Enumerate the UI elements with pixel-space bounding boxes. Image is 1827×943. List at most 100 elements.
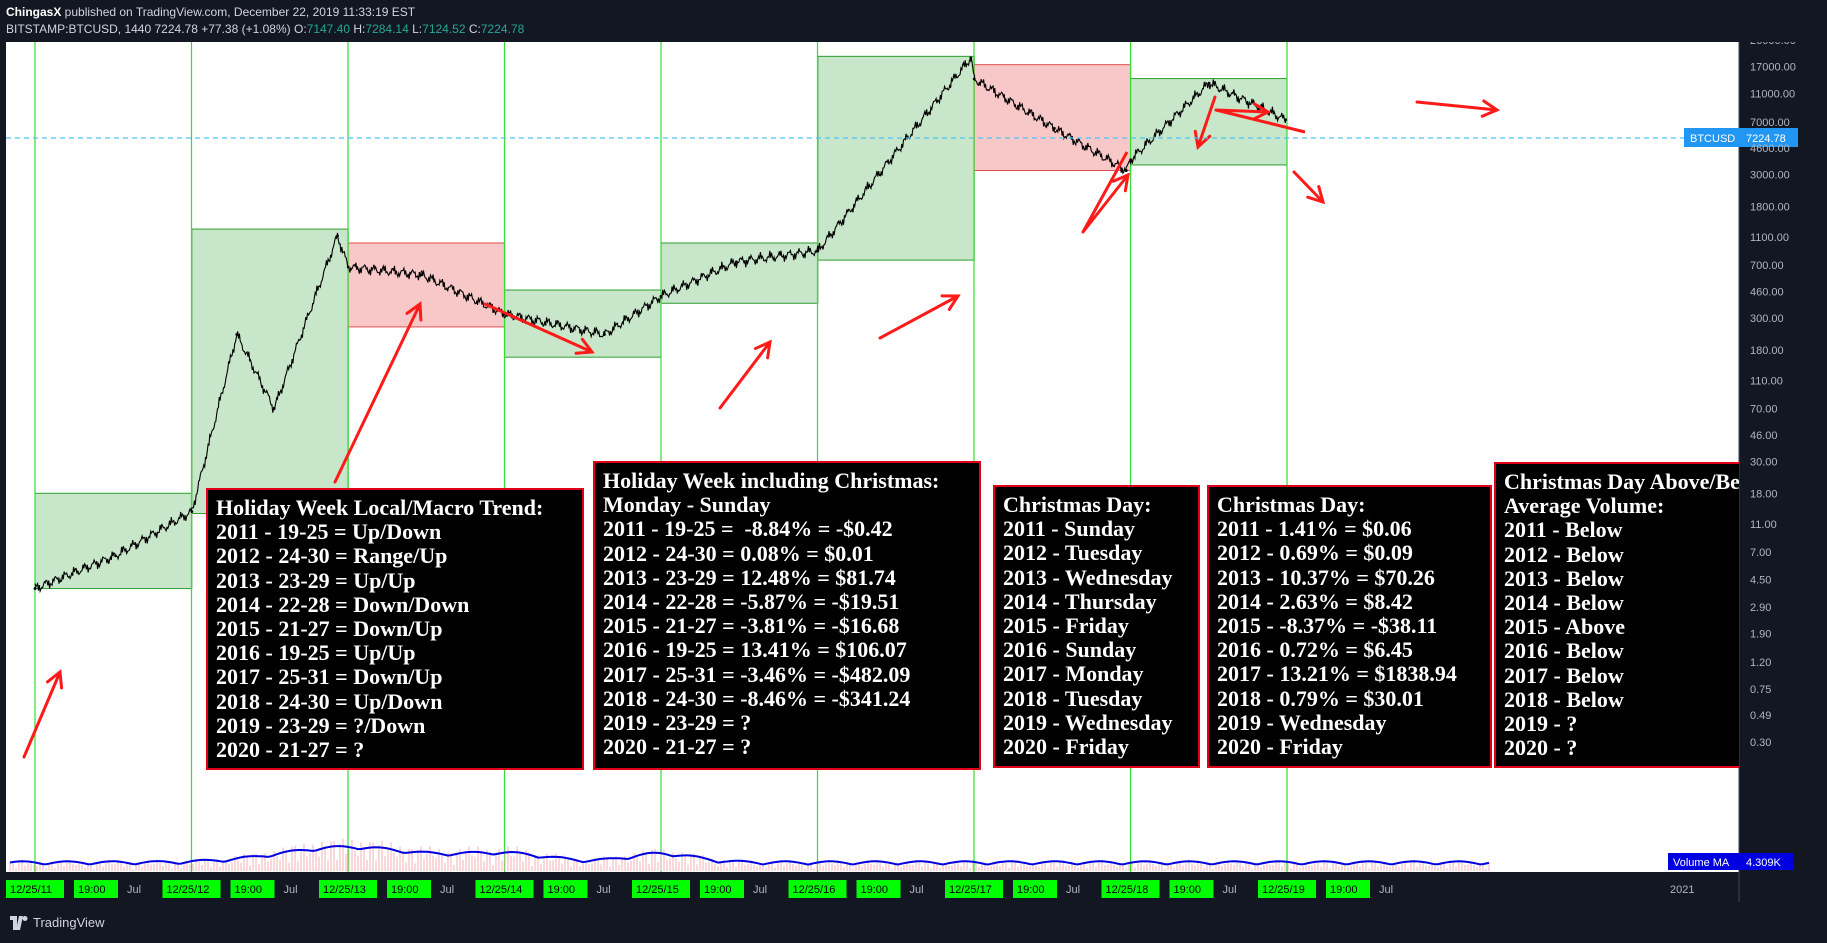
x-tick-label: 12/25/18 [1106, 884, 1149, 896]
box-line: 2011 - 19-25 = Up/Down [216, 519, 442, 545]
christmas-weekday-box: Christmas Day: 2011 - Sunday 2012 - Tues… [993, 485, 1200, 768]
trend-arrow-head [574, 337, 595, 355]
box-line: 2020 - Friday [1217, 734, 1343, 760]
box-line: 2017 - 25-31 = Down/Up [216, 664, 443, 690]
box-line: Christmas Day: [1217, 492, 1366, 517]
trend-arrow-shaft [1196, 95, 1217, 149]
trend-arrow-head [1306, 185, 1326, 205]
trend-arrow-shaft [1214, 108, 1270, 114]
y-tick-label: 0.49 [1750, 710, 1771, 722]
close-label: C: [468, 22, 481, 36]
symbol-name[interactable]: BITSTAMP:BTCUSD, 1440 [6, 22, 152, 36]
holiday-week-christmas-box: Holiday Week including Christmas: Monday… [593, 461, 981, 770]
price-point [1207, 81, 1211, 85]
price-point [114, 554, 117, 558]
price-point [33, 587, 37, 590]
x-label-bg [1101, 880, 1160, 898]
box-line: 2018 - 24-30 = -8.46% = -$341.24 [603, 685, 911, 711]
box-line: Holiday Week Local/Macro Trend: [216, 495, 544, 520]
box-line: 2013 - 10.37% = $70.26 [1217, 564, 1435, 590]
price-point [336, 234, 339, 238]
box-line: 2013 - 23-29 = Up/Up [216, 567, 416, 593]
box-line: 2018 - 0.79% = $30.01 [1217, 685, 1424, 711]
trend-arrow-head [405, 301, 423, 322]
x-tick-label: 12/25/11 [10, 884, 52, 896]
price-point [235, 333, 239, 336]
volume-ma-line [9, 845, 1490, 866]
box-line: 2017 - Below [1504, 662, 1624, 688]
y-tick-label: 1800.00 [1750, 201, 1790, 213]
box-line: 2014 - Below [1504, 590, 1624, 616]
price-point [1129, 158, 1133, 162]
box-line: 2012 - 0.69% = $0.09 [1217, 540, 1413, 566]
box-line: 2020 - ? [1504, 735, 1578, 761]
y-tick-label: 4600.00 [1750, 143, 1790, 155]
x-tick-label: 12/25/14 [480, 884, 523, 896]
trend-arrow-head [1193, 129, 1212, 150]
box-line: 2017 - Monday [1003, 661, 1144, 687]
x-label-bg [945, 880, 1003, 898]
trend-arrow-head [940, 294, 961, 311]
x-tick-label: 19:00 [78, 884, 106, 896]
box-line: 2018 - Below [1504, 686, 1624, 712]
box-line: 2014 - 22-28 = -5.87% = -$19.51 [603, 589, 900, 615]
box-line: 2011 - Below [1504, 517, 1623, 543]
x-tick-label: 12/25/13 [323, 884, 366, 896]
high-label: H: [353, 22, 366, 36]
box-line: 2015 - Above [1504, 614, 1625, 640]
box-line: 2019 - 23-29 = ? [603, 710, 752, 736]
trend-arrow-shaft [1215, 108, 1306, 134]
x-tick-label: Jul [1379, 884, 1393, 896]
x-tick-label: 12/25/19 [1262, 884, 1305, 896]
volume-tag-label: Volume MA [1673, 857, 1730, 869]
price-tag-value: 7224.78 [1746, 133, 1786, 145]
box-line: 2019 - Wednesday [1003, 709, 1173, 735]
holiday-period-box [660, 242, 819, 304]
low-value: 7124.52 [422, 22, 466, 36]
open-label: O: [293, 22, 307, 36]
box-line: 2012 - Below [1504, 541, 1624, 567]
box-line: 2020 - Friday [1003, 734, 1129, 760]
footer-bar: TradingView [0, 904, 1827, 943]
x-label-bg [475, 880, 534, 898]
volume-tag-value: 4.309K [1746, 857, 1782, 869]
y-tick-label: 30.00 [1750, 456, 1778, 468]
price-point [659, 294, 663, 298]
trend-arrow-head [753, 339, 772, 360]
y-tick-label: 2.90 [1750, 602, 1771, 614]
x-label-bg [632, 880, 690, 898]
box-line: 2019 - ? [1504, 711, 1578, 737]
last-price: 7224.78 [154, 22, 198, 36]
x-label-bg [387, 880, 431, 898]
box-line: 2016 - Below [1504, 638, 1624, 664]
box-line: 2018 - 24-30 = Up/Down [216, 688, 443, 714]
christmas-volume-box: Christmas Day Above/Below Average Volume… [1494, 462, 1739, 768]
box-line: 2011 - Sunday [1003, 516, 1136, 542]
price-series-line [34, 57, 1287, 594]
y-tick-label: 11000.00 [1750, 89, 1795, 101]
box-line: 2019 - Wednesday [1217, 709, 1387, 735]
holiday-period-box [347, 242, 506, 328]
box-line: 2013 - Wednesday [1003, 564, 1173, 590]
x-tick-label: 19:00 [391, 884, 419, 896]
box-line: 2013 - 23-29 = 12.48% = $81.74 [603, 564, 896, 590]
x-tick-label: 19:00 [861, 884, 889, 896]
christmas-change-box: Christmas Day: 2011 - 1.41% = $0.06 2012… [1207, 485, 1492, 768]
tradingview-brand[interactable]: TradingView [33, 915, 105, 930]
box-line: 2016 - 0.72% = $6.45 [1217, 637, 1413, 663]
box-line: 2017 - 25-31 = -3.46% = -$482.09 [603, 661, 911, 687]
box-line: 2012 - 24-30 = Range/Up [216, 543, 448, 569]
x-tick-label: 19:00 [548, 884, 576, 896]
price-axis[interactable] [1739, 42, 1827, 904]
y-tick-label: 7.00 [1750, 547, 1771, 559]
y-tick-label: 700.00 [1750, 260, 1784, 272]
price-point [420, 273, 424, 277]
y-tick-label: 460.00 [1750, 286, 1784, 298]
x-label-bg [1169, 880, 1214, 898]
y-tick-label: 0.30 [1750, 737, 1771, 749]
author-name[interactable]: ChingasX [6, 5, 62, 19]
price-point [972, 77, 976, 81]
box-line: 2015 - 21-27 = -3.81% = -$16.68 [603, 613, 900, 639]
x-tick-label: 2021 [1670, 884, 1694, 896]
tradingview-logo-icon[interactable] [10, 916, 28, 930]
